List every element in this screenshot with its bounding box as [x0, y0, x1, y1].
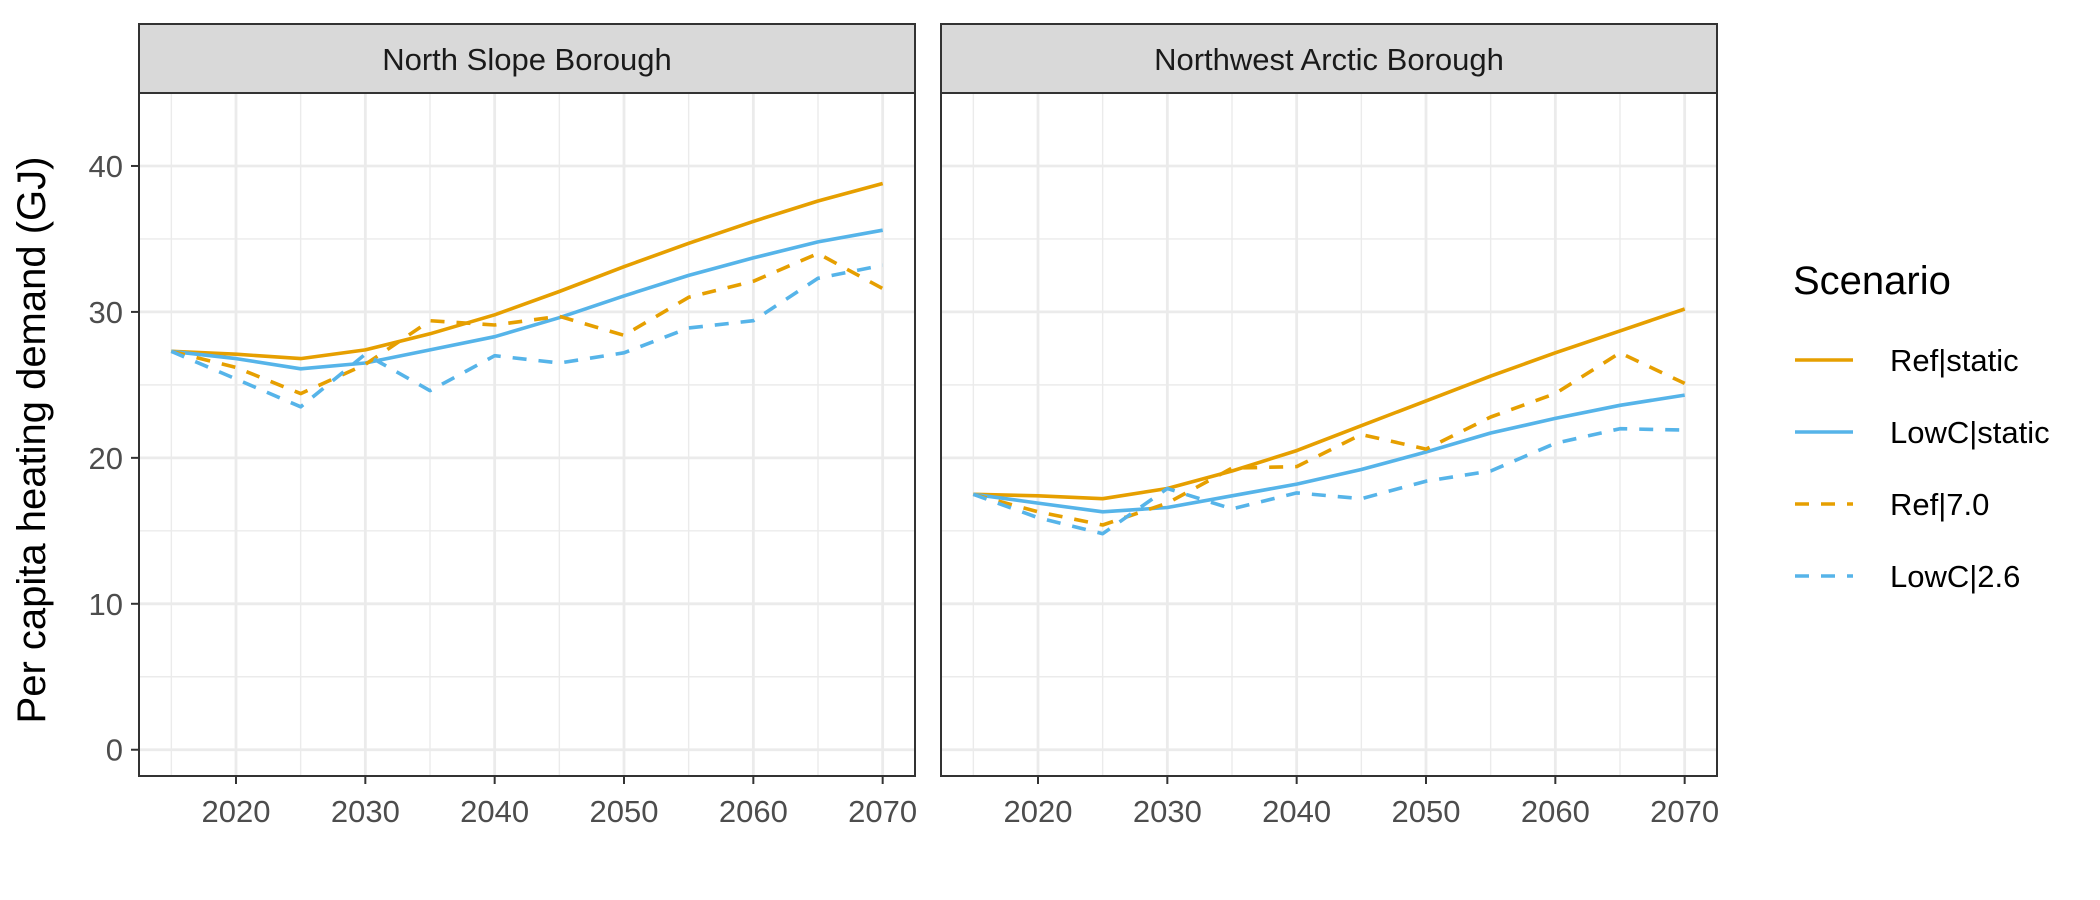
series-line-lowc-2-6	[972, 426, 1685, 536]
panel-2-series	[972, 307, 1686, 536]
x-tick-label: 2040	[1262, 794, 1331, 829]
series-line-ref-static	[973, 307, 1686, 501]
x-tick-label: 2030	[331, 794, 400, 829]
legend-label: LowC|static	[1890, 415, 2050, 450]
series-line-lowc-static	[171, 228, 884, 371]
x-tick-label: 2060	[719, 794, 788, 829]
x-tick-label: 2030	[1133, 794, 1202, 829]
x-tick-label: 2070	[848, 794, 917, 829]
x-tick-label: 2050	[590, 794, 659, 829]
y-tick-label: 20	[89, 441, 123, 476]
series-line-ref-static	[171, 181, 884, 361]
panel-2: Northwest Arctic Borough 2020 2030 2040 205…	[940, 23, 1719, 829]
panel-2-strip	[940, 23, 1718, 94]
y-tick-label: 10	[89, 587, 123, 622]
series-line-lowc-static	[973, 393, 1685, 514]
legend-label: Ref|static	[1890, 343, 2019, 378]
legend-title: Scenario	[1793, 259, 1951, 303]
panel-1-plot-area	[139, 93, 915, 776]
x-tick-label: 2060	[1521, 794, 1590, 829]
panel-2-title: Northwest Arctic Borough	[1154, 42, 1504, 77]
panel-1-gridlines	[139, 93, 915, 776]
y-axis-title: Per capita heating demand (GJ)	[10, 157, 54, 724]
series-line-ref-7-0	[972, 350, 1686, 527]
x-tick-label: 2050	[1392, 794, 1461, 829]
panel-2-x-axis: 2020 2030 2040 2050 2060 2070	[1004, 776, 1719, 829]
legend: Scenario Ref|static LowC|static Ref|7.0 Low…	[1793, 259, 2050, 594]
panel-2-gridlines	[941, 93, 1717, 776]
x-tick-label: 2070	[1650, 794, 1719, 829]
y-tick-label: 0	[106, 733, 123, 768]
panel-1-border	[138, 92, 916, 777]
x-tick-label: 2020	[202, 794, 271, 829]
panel-1-series	[170, 181, 884, 409]
x-tick-label: 2020	[1004, 794, 1073, 829]
panel-1-x-axis: 2020 2030 2040 2050 2060 2070	[202, 776, 917, 829]
y-tick-label: 30	[89, 295, 123, 330]
panel-1-title: North Slope Borough	[382, 42, 672, 77]
x-tick-label: 2040	[460, 794, 529, 829]
y-tick-label: 40	[89, 149, 123, 184]
legend-items: Ref|static LowC|static Ref|7.0 LowC|2.6	[1795, 343, 2050, 594]
legend-label: Ref|7.0	[1890, 487, 1989, 522]
y-axis-title-group: Per capita heating demand (GJ)	[10, 157, 54, 724]
panel-2-plot-area	[941, 93, 1717, 776]
panel-1-strip	[138, 23, 916, 94]
panel-2-border	[940, 92, 1718, 777]
series-line-ref-7-0	[170, 251, 884, 396]
legend-label: LowC|2.6	[1890, 559, 2020, 594]
panel-1: North Slope Borough 2020 2030 2040 2050 2060…	[89, 23, 917, 829]
panel-1-y-axis: 0 10 20 30 40	[89, 149, 139, 768]
